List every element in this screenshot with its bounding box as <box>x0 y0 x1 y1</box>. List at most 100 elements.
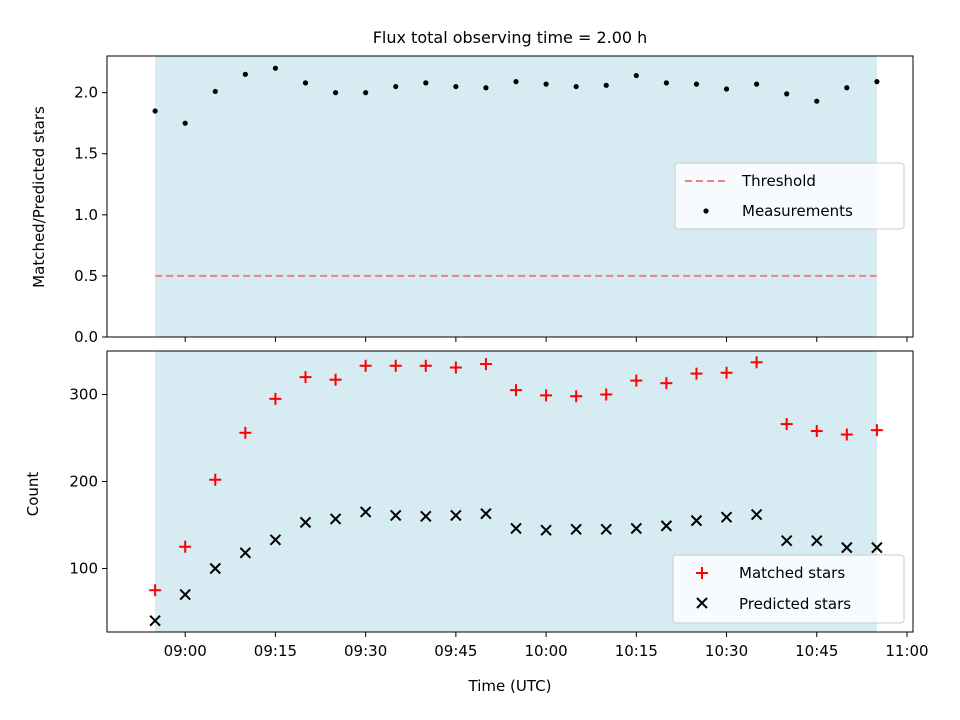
legend-predicted-swatch <box>696 597 708 609</box>
matched-stars-series <box>149 356 883 597</box>
matched-star-point <box>479 358 492 371</box>
predicted-star-point <box>359 506 372 518</box>
matched-star-point <box>570 390 583 403</box>
predicted-star-point <box>871 541 883 554</box>
measurement-point <box>603 82 609 88</box>
predicted-star-point <box>811 534 823 547</box>
predicted-star-point <box>720 511 733 523</box>
bottom-legend: Matched stars Predicted stars <box>672 554 905 624</box>
legend-threshold-label: Threshold <box>741 172 816 190</box>
bottom-x-axis-ticks: 09:00 09:15 09:30 09:45 10:00 10:15 10:30 10:45… <box>164 632 929 660</box>
matched-star-point <box>269 392 282 405</box>
predicted-star-point <box>179 588 191 601</box>
predicted-star-point <box>149 614 161 627</box>
matched-star-point <box>179 540 192 553</box>
top-legend-box <box>674 162 905 230</box>
matched-star-point <box>690 367 703 380</box>
matched-star-point <box>239 426 252 439</box>
predicted-star-point <box>390 509 402 522</box>
predicted-star-point <box>329 513 342 525</box>
x-tick-label: 10:00 <box>524 642 567 660</box>
predicted-star-point <box>239 547 252 559</box>
measurement-point <box>423 80 429 86</box>
matched-star-point <box>660 377 673 390</box>
matched-star-point <box>149 584 162 597</box>
measurement-point <box>483 85 489 91</box>
measurement-point <box>663 80 669 86</box>
top-subplot: 0.00.51.01.52.0 Matched/Predicted stars … <box>30 55 914 346</box>
top-x-axis-ticks <box>184 337 908 342</box>
y-tick-label: 0.5 <box>74 267 98 285</box>
predicted-star-point <box>630 522 643 535</box>
y-tick-label: 0.0 <box>74 328 98 346</box>
matched-star-point <box>329 373 342 386</box>
predicted-star-point <box>209 562 221 575</box>
measurement-point <box>844 85 850 91</box>
top-plot-frame <box>106 55 914 338</box>
y-tick-label: 1.0 <box>74 206 98 224</box>
measurement-point <box>874 79 880 85</box>
x-tick-label: 09:30 <box>344 642 387 660</box>
x-tick-label: 10:45 <box>795 642 838 660</box>
predicted-star-point <box>299 516 312 529</box>
matched-star-point <box>720 366 733 379</box>
bottom-subplot: 100 200 300 09:00 09:15 09:30 09:45 10:00 10:15… <box>24 350 929 695</box>
chart-title: Flux total observing time = 2.00 h <box>373 28 648 47</box>
predicted-star-point <box>660 520 673 532</box>
matched-star-point <box>540 389 553 402</box>
matched-star-point <box>750 356 763 369</box>
matched-star-point <box>359 359 372 372</box>
matched-star-point <box>510 384 523 397</box>
legend-measurements-swatch <box>703 208 709 214</box>
measurement-point <box>152 108 158 114</box>
y-tick-label: 2.0 <box>74 84 98 102</box>
matched-star-point <box>870 424 883 437</box>
top-y-axis-ticks: 0.0 0.5 1.0 1.5 2.0 <box>74 84 107 346</box>
predicted-star-point <box>510 522 522 535</box>
predicted-star-point <box>540 524 552 536</box>
bottom-legend-box <box>672 554 905 624</box>
measurement-point <box>543 81 549 87</box>
measurement-point <box>332 90 339 96</box>
predicted-stars-series <box>149 506 883 627</box>
x-tick-label: 09:15 <box>254 642 297 660</box>
predicted-star-point <box>420 510 432 523</box>
x-tick-label: 11:00 <box>885 642 928 660</box>
predicted-star-point <box>690 514 703 527</box>
bottom-y-axis-label: Count <box>24 472 42 517</box>
measurement-point <box>453 83 459 90</box>
y-tick-label: 100 <box>69 559 98 577</box>
matched-star-point <box>600 388 613 401</box>
measurement-point <box>573 83 579 90</box>
legend-measurements-label: Measurements <box>742 202 853 220</box>
matched-star-point <box>419 359 432 372</box>
matched-star-point <box>780 418 793 431</box>
measurement-point <box>723 86 730 92</box>
y-tick-label: 300 <box>69 385 98 403</box>
legend-matched-swatch <box>696 567 708 579</box>
measurement-point <box>302 80 309 86</box>
x-tick-label: 10:30 <box>705 642 748 660</box>
x-tick-label: 10:15 <box>615 642 658 660</box>
bottom-plot-frame <box>106 350 914 633</box>
measurement-point <box>363 90 369 96</box>
measurements-series <box>152 65 880 126</box>
predicted-star-point <box>269 534 282 546</box>
matched-star-point <box>810 425 823 438</box>
measurement-point <box>814 98 820 104</box>
predicted-star-point <box>450 509 462 522</box>
matched-star-point <box>209 473 222 486</box>
measurement-point <box>784 91 790 97</box>
bottom-y-axis-ticks: 100 200 300 <box>69 385 107 577</box>
x-tick-label: 09:00 <box>164 642 207 660</box>
measurement-point <box>754 81 760 87</box>
top-legend: Threshold Measurements <box>674 162 905 230</box>
predicted-star-point <box>570 523 582 536</box>
predicted-star-point <box>480 507 492 520</box>
measurement-point <box>633 72 639 79</box>
measurement-point <box>513 79 519 85</box>
measurement-point <box>212 88 218 95</box>
measurement-point <box>693 81 700 87</box>
x-tick-label: 09:45 <box>434 642 477 660</box>
